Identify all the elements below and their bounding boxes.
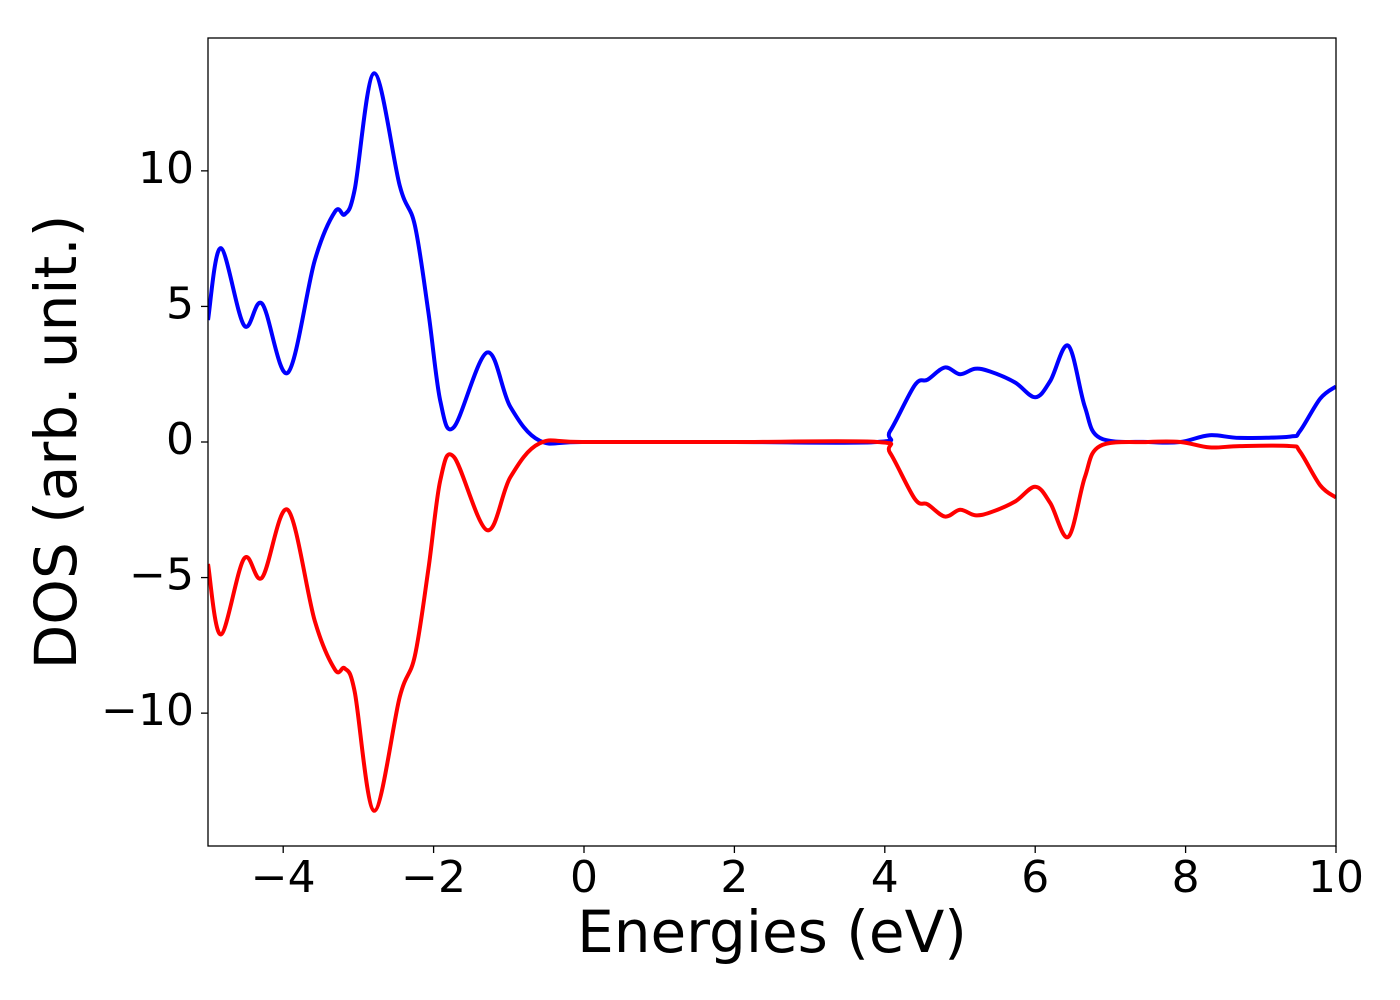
y-tick-label: −5 [129, 550, 194, 601]
series-line [208, 438, 1336, 813]
x-axis-label: Energies (eV) [577, 898, 967, 966]
x-tick-label: 0 [570, 852, 598, 903]
x-tick-label: −4 [251, 852, 316, 903]
x-tick-label: 6 [1021, 852, 1049, 903]
x-tick-label: 10 [1308, 852, 1364, 903]
y-tick-label: 5 [166, 278, 194, 329]
x-tick-label: 2 [720, 852, 748, 903]
y-axis-label: DOS (arb. unit.) [22, 215, 90, 670]
x-tick-label: 4 [871, 852, 899, 903]
y-tick-label: −10 [101, 685, 194, 736]
x-tick-label: 8 [1172, 852, 1200, 903]
y-tick-label: 0 [166, 414, 194, 465]
y-tick-label: 10 [138, 143, 194, 194]
x-tick-label: −2 [401, 852, 466, 903]
